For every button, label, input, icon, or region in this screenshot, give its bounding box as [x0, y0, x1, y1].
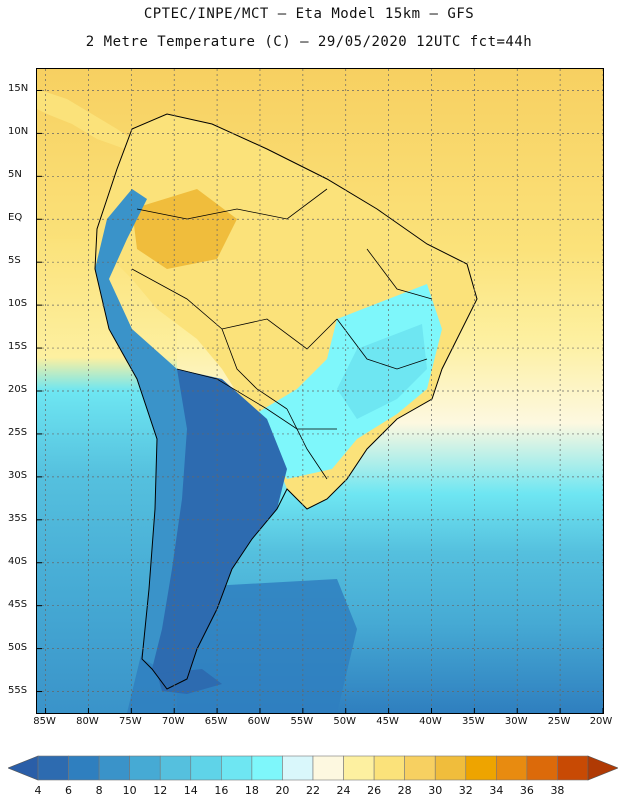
- colorbar-tick-label: 22: [306, 784, 320, 797]
- colorbar-segment: [496, 755, 528, 781]
- lon-label: 20W: [589, 716, 613, 727]
- lon-label: 60W: [247, 716, 271, 727]
- coastline: [94, 113, 478, 690]
- colorbar-tick-label: 30: [428, 784, 443, 797]
- colorbar-tick-label: 8: [95, 784, 103, 797]
- colorbar-tick-label: 26: [367, 784, 382, 797]
- lat-label: 45S: [8, 598, 28, 610]
- lat-label: 25S: [8, 426, 28, 438]
- lon-label: 35W: [462, 716, 485, 727]
- colorbar-segment: [465, 755, 497, 781]
- lat-label: 10N: [8, 126, 29, 138]
- map-canvas: [37, 69, 603, 713]
- colorbar-segment: [557, 755, 589, 781]
- colorbar-segment: [526, 755, 558, 781]
- colorbar-tick-label: 32: [458, 784, 473, 797]
- map-title-line-1: CPTEC/INPE/MCT — Eta Model 15km — GFS: [143, 6, 475, 22]
- lat-label: 5N: [8, 169, 22, 181]
- land-southeast-mid: [337, 324, 427, 419]
- colorbar: [8, 755, 618, 781]
- lon-label: 50W: [333, 716, 357, 727]
- lon-label: 40W: [419, 716, 442, 727]
- lon-label: 65W: [204, 716, 228, 727]
- colorbar-segment: [434, 755, 467, 781]
- colorbar-tick-label: 20: [275, 784, 290, 797]
- land-central-america: [37, 89, 132, 149]
- colorbar-tick-label: 18: [244, 784, 259, 797]
- lon-label: 70W: [161, 716, 185, 727]
- colorbar-segment: [129, 755, 161, 781]
- colorbar-segment: [251, 755, 283, 781]
- colorbar-tick-label: 4: [34, 784, 42, 797]
- lon-label: 75W: [119, 716, 142, 727]
- colorbar-segment: [159, 755, 192, 781]
- lon-label: 80W: [76, 716, 99, 727]
- colorbar-segment: [98, 755, 130, 781]
- land-tierra-del-fuego: [157, 669, 222, 694]
- colorbar-tick-label: 14: [183, 784, 198, 797]
- colorbar-segment: [373, 755, 405, 781]
- lat-label: EQ: [8, 212, 23, 224]
- colorbar-below-arrow: [8, 755, 39, 781]
- land-south-cold: [152, 369, 287, 689]
- lon-label: 25W: [547, 716, 571, 727]
- lat-label: 5S: [8, 255, 21, 267]
- colorbar-tick-label: 36: [519, 784, 534, 797]
- lon-label: 30W: [504, 716, 528, 727]
- lat-lon-grid: [37, 69, 603, 713]
- colorbar-segment: [343, 755, 375, 781]
- colorbar-segment: [190, 755, 222, 781]
- colorbar-tick-label: 6: [65, 784, 73, 797]
- colorbar-tick-label: 28: [397, 784, 412, 797]
- colorbar-tick-label: 24: [336, 784, 351, 797]
- land-andes-cold: [95, 189, 197, 669]
- lat-label: 15N: [8, 83, 29, 95]
- colorbar-tick-label: 16: [214, 784, 229, 797]
- colorbar-segment: [404, 755, 436, 781]
- colorbar-segment: [221, 755, 253, 781]
- lat-label: 30S: [8, 469, 28, 481]
- lon-label: 85W: [33, 716, 56, 727]
- lat-label: 10S: [8, 298, 28, 310]
- lat-label: 35S: [8, 512, 28, 524]
- map-title-line-2: 2 Metre Temperature (C) — 29/05/2020 12U…: [85, 34, 533, 50]
- colorbar-segment: [68, 755, 100, 781]
- colorbar-tick-label: 38: [550, 784, 565, 797]
- lat-label: 20S: [8, 384, 28, 395]
- lat-label: 50S: [8, 641, 28, 653]
- lon-label: 45W: [376, 716, 399, 727]
- lat-label: 15S: [8, 341, 28, 353]
- colorbar-tick-label: 34: [489, 784, 504, 797]
- land-amazon-warm: [132, 189, 237, 269]
- lon-label: 55W: [290, 716, 314, 727]
- colorbar-segment: [312, 755, 344, 781]
- temperature-map: [36, 68, 604, 714]
- lat-label: 40S: [8, 555, 28, 567]
- colorbar-segment: [37, 755, 69, 781]
- colorbar-above-arrow: [587, 755, 618, 781]
- lat-label: 55S: [8, 684, 28, 696]
- colorbar-tick-label: 10: [122, 784, 137, 797]
- colorbar-segment: [282, 755, 314, 781]
- colorbar-tick-label: 12: [153, 784, 168, 797]
